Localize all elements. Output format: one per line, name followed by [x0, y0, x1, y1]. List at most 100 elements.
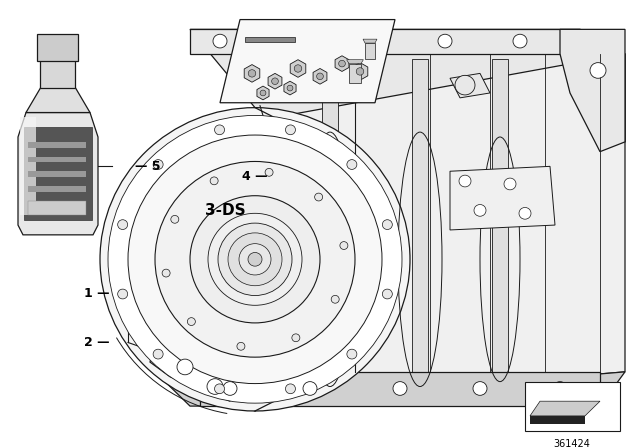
Bar — [530, 416, 585, 424]
Polygon shape — [275, 54, 625, 401]
Circle shape — [248, 253, 262, 266]
Bar — [28, 201, 86, 215]
Circle shape — [288, 34, 302, 48]
Text: 3-DS: 3-DS — [205, 203, 245, 218]
Bar — [245, 37, 295, 42]
Circle shape — [438, 34, 452, 48]
Circle shape — [208, 213, 302, 305]
Circle shape — [190, 196, 320, 323]
Polygon shape — [450, 166, 555, 230]
Circle shape — [237, 342, 245, 350]
Polygon shape — [150, 333, 240, 401]
Polygon shape — [313, 69, 327, 84]
Text: — 5: — 5 — [135, 160, 161, 173]
Polygon shape — [290, 60, 306, 78]
Circle shape — [265, 168, 273, 176]
Circle shape — [155, 161, 355, 357]
Polygon shape — [26, 88, 90, 112]
Circle shape — [153, 349, 163, 359]
Polygon shape — [165, 372, 625, 411]
Circle shape — [228, 233, 282, 286]
Circle shape — [340, 241, 348, 250]
Polygon shape — [335, 56, 349, 71]
Circle shape — [207, 379, 223, 394]
Polygon shape — [220, 20, 395, 103]
Circle shape — [128, 135, 382, 383]
Circle shape — [473, 382, 487, 395]
Polygon shape — [450, 73, 490, 98]
Polygon shape — [268, 73, 282, 89]
Circle shape — [177, 359, 193, 375]
Polygon shape — [244, 65, 260, 82]
Circle shape — [292, 334, 300, 342]
Circle shape — [393, 382, 407, 395]
Polygon shape — [257, 86, 269, 100]
Circle shape — [504, 178, 516, 190]
Circle shape — [108, 116, 402, 403]
Bar — [28, 156, 86, 163]
Circle shape — [285, 125, 296, 135]
Circle shape — [188, 318, 195, 326]
Circle shape — [287, 85, 293, 91]
Circle shape — [223, 382, 237, 395]
Circle shape — [303, 382, 317, 395]
Circle shape — [248, 70, 256, 77]
Text: 1 —: 1 — — [84, 287, 110, 300]
Polygon shape — [190, 30, 625, 142]
Circle shape — [347, 349, 357, 359]
Circle shape — [162, 269, 170, 277]
Circle shape — [347, 159, 357, 169]
Circle shape — [214, 125, 225, 135]
Polygon shape — [284, 81, 296, 95]
Circle shape — [331, 295, 339, 303]
Circle shape — [553, 382, 567, 395]
Circle shape — [455, 75, 475, 95]
Circle shape — [382, 289, 392, 299]
Circle shape — [285, 384, 296, 394]
Circle shape — [356, 68, 364, 75]
Circle shape — [214, 384, 225, 394]
Polygon shape — [352, 63, 368, 80]
Text: 361424: 361424 — [554, 439, 591, 448]
Circle shape — [271, 78, 278, 85]
Circle shape — [153, 159, 163, 169]
Bar — [349, 64, 361, 83]
Polygon shape — [560, 30, 625, 152]
Circle shape — [315, 193, 323, 201]
Polygon shape — [190, 30, 580, 54]
Circle shape — [382, 220, 392, 229]
Circle shape — [317, 73, 323, 80]
Polygon shape — [412, 59, 428, 382]
Circle shape — [118, 220, 127, 229]
Bar — [365, 43, 375, 59]
Bar — [40, 59, 75, 88]
Polygon shape — [20, 117, 36, 215]
Bar — [24, 127, 92, 220]
Polygon shape — [530, 401, 600, 416]
Circle shape — [213, 34, 227, 48]
Circle shape — [239, 244, 271, 275]
Circle shape — [210, 177, 218, 185]
Polygon shape — [363, 39, 377, 43]
Circle shape — [171, 215, 179, 223]
Polygon shape — [492, 59, 508, 382]
Circle shape — [218, 223, 292, 296]
Circle shape — [513, 34, 527, 48]
Polygon shape — [200, 372, 600, 406]
Circle shape — [339, 60, 346, 67]
Bar — [28, 171, 86, 177]
Text: 4 —: 4 — — [243, 170, 268, 183]
Text: 2 —: 2 — — [84, 336, 110, 349]
Circle shape — [459, 175, 471, 187]
Bar — [525, 382, 620, 431]
Circle shape — [590, 63, 606, 78]
Ellipse shape — [265, 123, 305, 396]
Bar — [28, 186, 86, 192]
Circle shape — [260, 90, 266, 96]
Circle shape — [100, 108, 410, 411]
Polygon shape — [322, 59, 338, 382]
Polygon shape — [18, 112, 98, 235]
Bar — [28, 142, 86, 148]
Circle shape — [118, 289, 127, 299]
Circle shape — [519, 207, 531, 219]
